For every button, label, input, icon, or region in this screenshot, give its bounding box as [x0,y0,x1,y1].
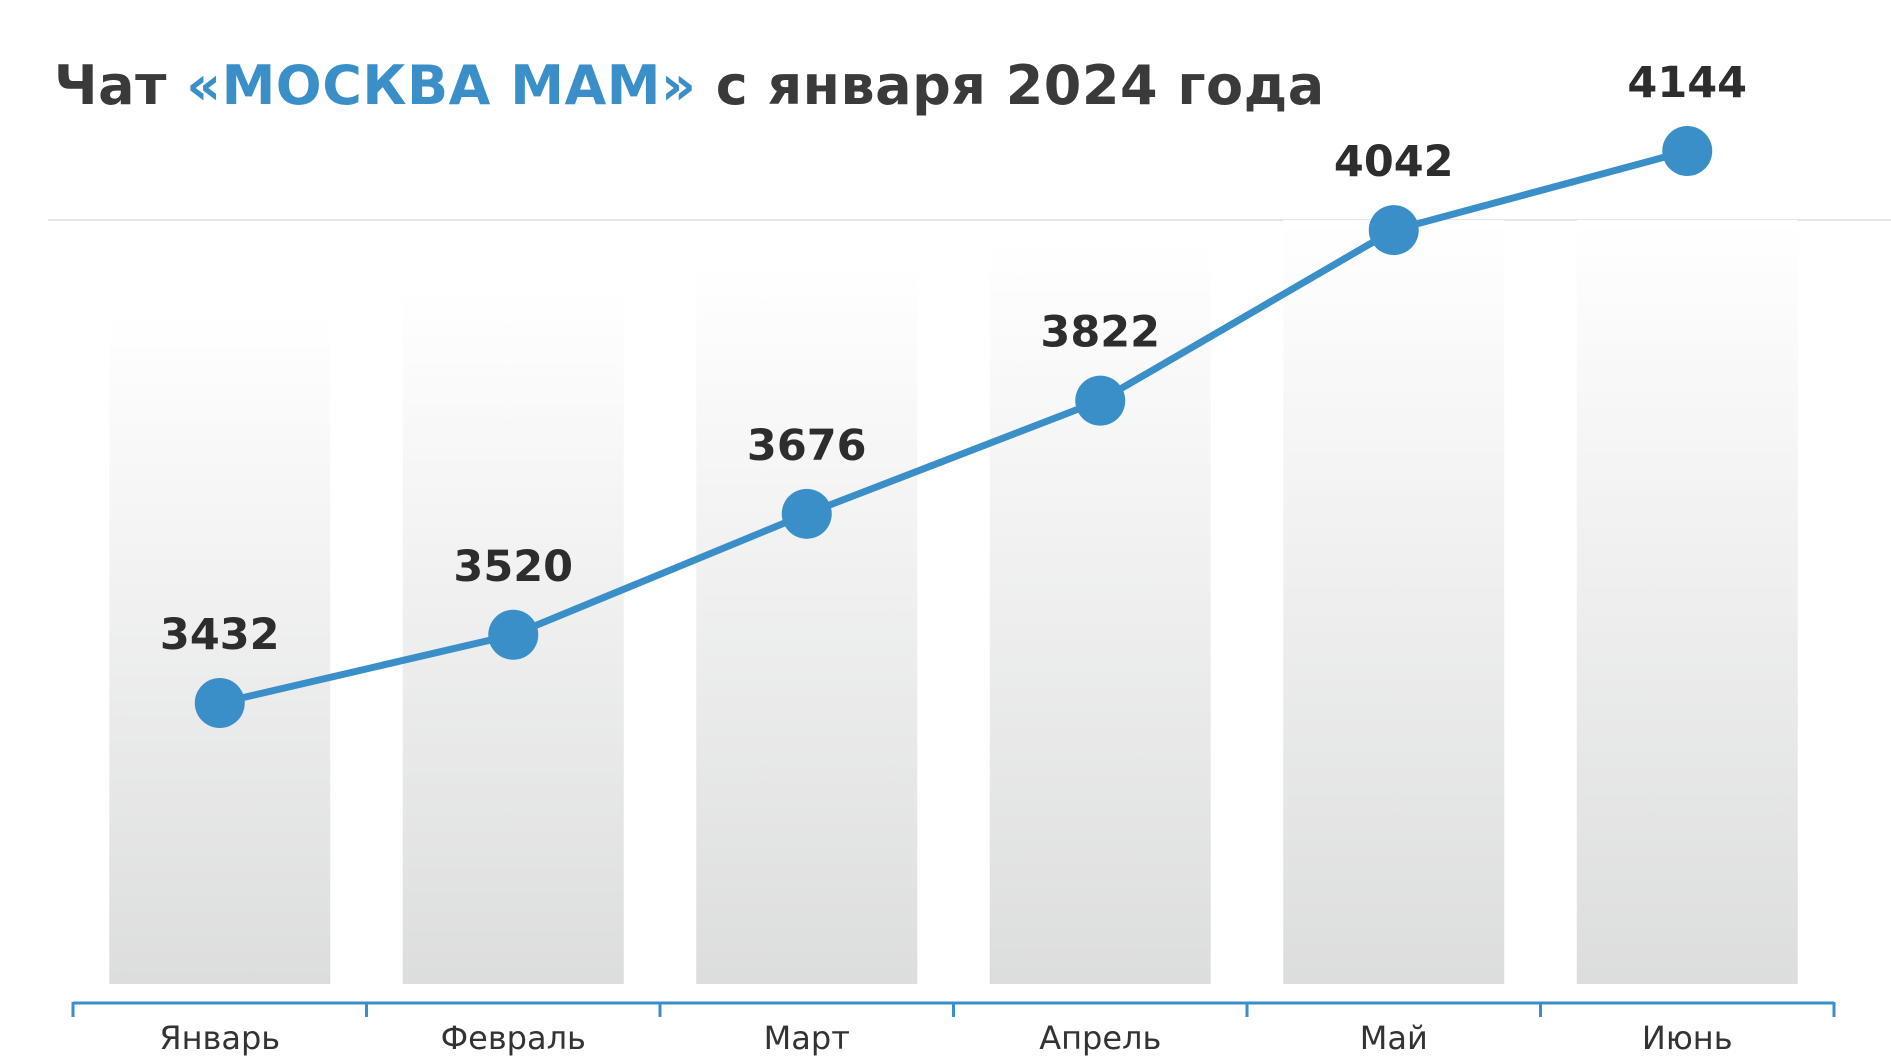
title-suffix: с января 2024 года [696,54,1325,117]
data-point [194,678,245,728]
data-label: 3676 [747,421,867,471]
x-tick-label: Февраль [441,1019,586,1057]
background-bar [109,315,331,984]
x-tick-label: Январь [159,1019,280,1057]
x-tick-labels: Январь Февраль Март Апрель Май Июнь [159,1019,1732,1057]
data-label: 3520 [453,542,573,592]
title-prefix: Чат [54,54,187,117]
data-label: 3822 [1040,308,1160,358]
background-bar [1576,220,1798,984]
background-bar [1283,220,1505,984]
data-label: 4042 [1334,137,1454,187]
x-tick-label: Апрель [1039,1019,1161,1057]
data-point [1075,375,1126,426]
series-line-layer [216,147,1691,707]
data-points [194,126,1713,728]
data-point [488,609,539,660]
background-bar [989,240,1211,984]
data-point [1662,126,1713,176]
chart-title: Чат «МОСКВА МАМ» с января 2024 года [54,46,1325,126]
series-line [216,147,1691,707]
data-point [781,488,832,539]
background-bar [696,265,918,984]
title-highlight: «МОСКВА МАМ» [186,54,697,117]
x-tick-label: Март [764,1019,850,1057]
data-point [1368,205,1419,256]
x-tick-label: Июнь [1642,1019,1733,1057]
background-bars [109,220,1798,984]
data-label: 3432 [160,610,280,660]
data-label: 4144 [1627,58,1747,108]
x-tick-label: Май [1360,1019,1428,1057]
data-labels: 3432 3520 3676 3822 4042 4144 [160,58,1747,660]
x-axis [71,1001,1836,1017]
